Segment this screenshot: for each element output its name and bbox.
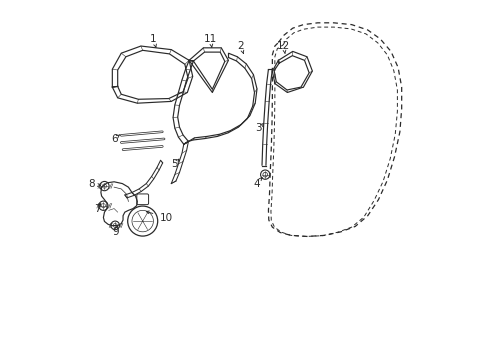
Text: 1: 1 — [150, 34, 156, 44]
Text: 2: 2 — [237, 41, 244, 51]
Text: 10: 10 — [159, 212, 172, 222]
Text: 12: 12 — [277, 41, 290, 51]
Text: 8: 8 — [88, 179, 95, 189]
Text: 7: 7 — [94, 203, 101, 213]
Text: 9: 9 — [112, 227, 119, 237]
Text: 3: 3 — [255, 123, 262, 133]
Text: 6: 6 — [111, 134, 117, 144]
Text: 11: 11 — [203, 34, 217, 44]
Text: 4: 4 — [253, 179, 260, 189]
Text: 5: 5 — [171, 159, 178, 169]
